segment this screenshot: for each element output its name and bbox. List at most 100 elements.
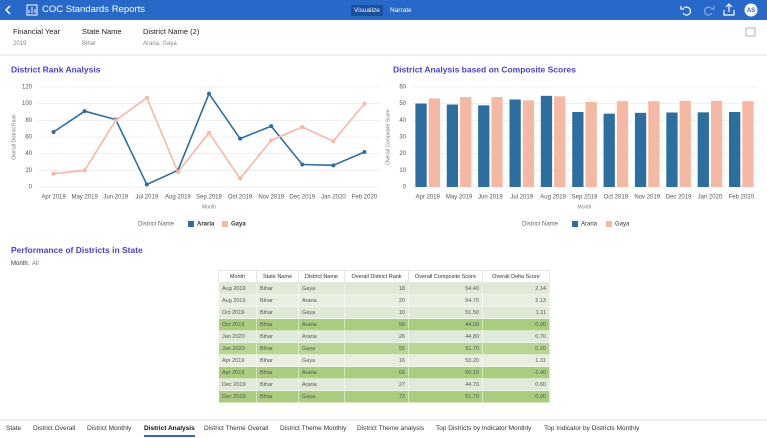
legend-swatch xyxy=(188,221,194,227)
y-tick-label: 80 xyxy=(25,118,32,124)
filter-label: District Name (2) xyxy=(143,27,200,36)
y-tick-label: 60 xyxy=(25,135,32,141)
avatar[interactable] xyxy=(744,3,758,17)
avatar-initials: AS xyxy=(747,8,755,14)
bottom-tab[interactable]: District Theme analysis xyxy=(357,425,425,432)
data-point xyxy=(300,162,305,167)
bottom-tab[interactable]: Top Districts by Indicator Monthly xyxy=(436,425,532,432)
table-cell: Araria xyxy=(298,378,345,391)
data-point xyxy=(175,170,180,174)
column-header[interactable]: Month xyxy=(218,270,257,283)
x-tick-label: May 2019 xyxy=(446,195,473,201)
column-header[interactable]: Overall Delta Score xyxy=(482,270,550,283)
y-tick-label: 30 xyxy=(399,135,406,141)
table-cell: 44.80 xyxy=(408,330,483,343)
table-cell: Araria xyxy=(298,294,345,307)
table-cell: 26 xyxy=(344,330,409,343)
bar xyxy=(585,102,597,187)
x-tick-label: Apr 2019 xyxy=(416,195,441,201)
column-header[interactable]: State Name xyxy=(256,270,299,283)
table-cell: 10 xyxy=(344,306,409,319)
table-cell: 51.70 xyxy=(408,390,483,403)
table-cell: -1.40 xyxy=(482,366,550,379)
data-point xyxy=(207,130,211,135)
filter-label: State Name xyxy=(82,27,122,36)
chart-title: District Analysis based on Composite Sco… xyxy=(393,64,576,74)
data-point xyxy=(51,171,56,176)
filter-value: 2019 xyxy=(13,41,27,47)
undo-button[interactable] xyxy=(680,6,692,16)
table-row: Jan 2020 Bihar Gaya 55 51.70 0.20 xyxy=(218,342,550,355)
y-tick-label: 60 xyxy=(399,85,406,91)
table-cell: Gaya xyxy=(298,342,345,355)
table-cell: Oct 2019 xyxy=(218,318,257,331)
table-cell: 50.10 xyxy=(408,366,483,379)
bottom-tab[interactable]: District Analysis xyxy=(144,425,195,437)
view-tab[interactable]: Narrate xyxy=(390,7,412,14)
table-cell: Bihar xyxy=(256,282,299,295)
x-tick-label: May 2019 xyxy=(71,195,98,201)
table-row: Oct 2019 Bihar Gaya 10 51.50 1.11 xyxy=(218,306,550,319)
data-point xyxy=(269,138,274,143)
bottom-tab[interactable]: District Theme Overall xyxy=(204,425,269,432)
back-button[interactable] xyxy=(4,5,11,15)
bar xyxy=(679,100,691,187)
bottom-tab[interactable]: State xyxy=(6,425,22,432)
column-header[interactable]: Overall Composite Score xyxy=(408,270,483,283)
data-point xyxy=(269,124,274,129)
filter-label: Financial Year xyxy=(13,27,61,36)
legend-swatch xyxy=(222,221,228,227)
view-tab[interactable]: Visualize xyxy=(351,5,383,16)
y-tick-label: 20 xyxy=(25,168,32,174)
series-line xyxy=(53,91,365,186)
column-header[interactable]: District Name xyxy=(298,270,345,283)
bar xyxy=(415,103,427,187)
x-tick-label: Jul 2019 xyxy=(510,195,533,201)
x-tick-label: Aug 2019 xyxy=(540,195,566,201)
bottom-tab[interactable]: District Overall xyxy=(33,425,76,432)
table-cell: Gaya xyxy=(298,306,345,319)
x-tick-label: Feb 2020 xyxy=(729,195,755,201)
table-cell: Bihar xyxy=(256,330,299,343)
data-point xyxy=(144,95,149,100)
bar xyxy=(697,112,709,187)
y-tick-label: 40 xyxy=(25,151,32,157)
table-cell: Aug 2019 xyxy=(218,294,257,307)
table-cell: Araria xyxy=(298,318,345,331)
x-axis-label: Month xyxy=(202,204,216,210)
bottom-tab[interactable]: Top Indicator by Districts Monthly xyxy=(544,425,640,432)
data-point xyxy=(51,130,56,134)
table-cell: 1.11 xyxy=(482,306,550,319)
y-tick-label: 50 xyxy=(399,101,406,107)
table-filter-label: Month: xyxy=(11,261,30,267)
x-tick-label: Dec 2019 xyxy=(289,195,315,201)
table-wrap: Month State Name District Name Overall Dist… xyxy=(218,270,550,411)
y-tick-label: 20 xyxy=(399,151,406,157)
bar xyxy=(742,101,754,187)
bar xyxy=(603,113,615,187)
table-cell: 54.40 xyxy=(408,282,483,295)
table-cell: Aug 2019 xyxy=(218,282,257,295)
data-point xyxy=(238,176,243,181)
table-cell: 72 xyxy=(344,390,409,403)
print-button[interactable] xyxy=(745,27,756,37)
column-header[interactable]: Overall District Rank xyxy=(344,270,409,283)
bar xyxy=(666,112,678,187)
x-tick-label: Jul 2019 xyxy=(135,195,158,201)
legend-label: Gaya xyxy=(615,222,630,228)
table-row: Oct 2019 Bihar Araria 58 44.00 0.00 xyxy=(218,318,550,331)
bar xyxy=(522,100,535,187)
bottom-tab[interactable]: District Monthly xyxy=(87,425,132,432)
report-icon-bars xyxy=(28,7,36,13)
bottom-tab[interactable]: District Theme Monthly xyxy=(280,425,347,432)
share-button[interactable] xyxy=(723,3,735,16)
data-point xyxy=(331,163,336,168)
redo-button[interactable] xyxy=(703,6,715,16)
chart-title: District Rank Analysis xyxy=(11,64,101,74)
table-cell: Jan 2020 xyxy=(218,330,257,343)
x-tick-label: Dec 2019 xyxy=(666,195,692,201)
table-cell: Gaya xyxy=(298,282,345,295)
bar xyxy=(478,105,490,187)
